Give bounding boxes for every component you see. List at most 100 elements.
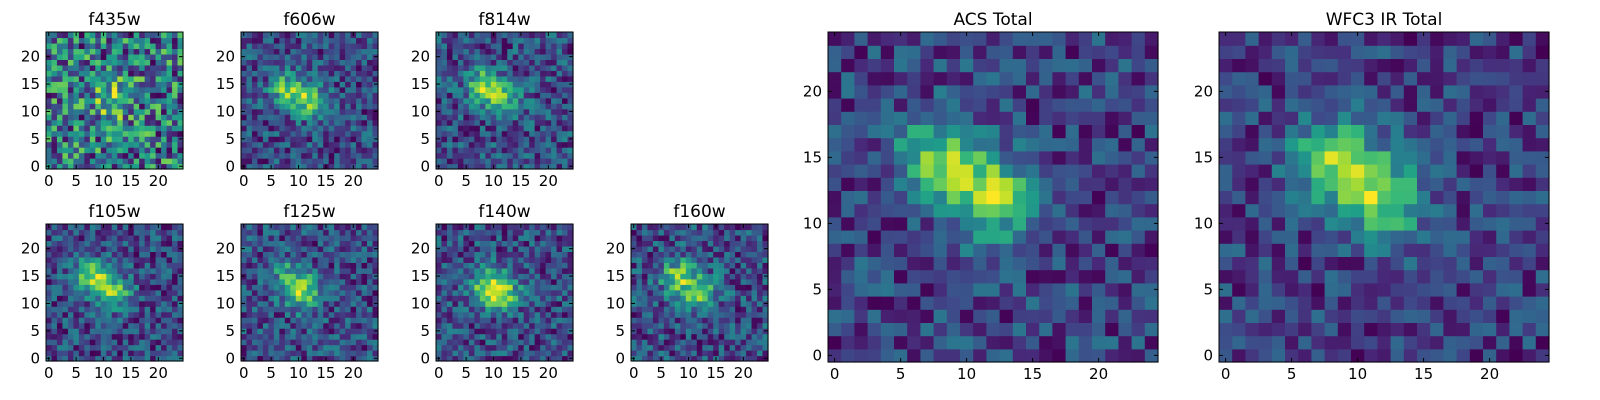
heatmap-cell <box>920 296 935 310</box>
heatmap-cell <box>696 284 703 291</box>
heatmap-cell <box>534 103 541 110</box>
heatmap-cell <box>463 92 470 99</box>
heatmap-cell <box>111 125 118 132</box>
heatmap-cell <box>740 295 747 302</box>
heatmap-cell <box>1039 177 1053 191</box>
heatmap-cell <box>117 284 124 291</box>
heatmap-cell <box>867 322 882 337</box>
heatmap-cell <box>641 234 649 242</box>
heatmap-cell <box>334 59 341 66</box>
heatmap-cell <box>172 234 179 242</box>
heatmap-cell <box>356 103 363 110</box>
heatmap-cell <box>518 125 525 132</box>
heatmap-cell <box>328 284 335 291</box>
heatmap-cell <box>757 251 764 258</box>
heatmap-cell <box>51 262 58 269</box>
heatmap-cell <box>540 311 547 318</box>
heatmap-cell <box>757 240 764 247</box>
heatmap-cell <box>512 289 519 296</box>
heatmap-cell <box>452 224 459 231</box>
x-tick-label: 5 <box>71 364 81 382</box>
heatmap-cell <box>312 306 319 313</box>
heatmap-cell <box>257 130 264 137</box>
heatmap-cell <box>56 114 64 121</box>
heatmap-cell <box>100 59 107 66</box>
heatmap-cell <box>312 256 319 263</box>
heatmap-cell <box>501 70 508 77</box>
heatmap-cell <box>1039 216 1053 231</box>
heatmap-cell <box>562 333 569 340</box>
heatmap-cell <box>551 141 558 148</box>
heatmap-cell <box>241 103 248 110</box>
heatmap-cell <box>133 295 140 302</box>
heatmap-cell <box>446 81 454 88</box>
heatmap-cell <box>828 243 842 257</box>
heatmap-cell <box>312 262 319 269</box>
heatmap-cell <box>529 141 536 148</box>
heatmap-cell <box>485 234 492 242</box>
heatmap-cell <box>1118 230 1133 244</box>
heatmap-cell <box>933 282 948 297</box>
heatmap-cell <box>100 86 107 93</box>
heatmap-cell <box>680 339 687 346</box>
heatmap-cell <box>128 278 135 285</box>
heatmap-cell <box>920 216 935 231</box>
heatmap-cell <box>284 64 291 71</box>
heatmap-cell <box>345 86 352 93</box>
heatmap-cell <box>128 42 135 50</box>
heatmap-cell <box>301 86 308 93</box>
heatmap-cell <box>279 53 286 60</box>
heatmap-cell <box>46 344 53 351</box>
heatmap-cell <box>496 136 503 143</box>
heatmap-cell <box>246 59 253 66</box>
heatmap-cell <box>339 289 346 296</box>
heatmap-cell <box>356 306 363 313</box>
heatmap-cell <box>562 108 569 115</box>
heatmap-cell <box>257 267 264 274</box>
heatmap-cell <box>751 311 758 318</box>
heatmap-cell <box>62 328 69 335</box>
heatmap-cell <box>1105 309 1119 323</box>
heatmap-cell <box>518 267 525 274</box>
heatmap-cell <box>441 333 448 340</box>
heatmap-cell <box>323 262 330 269</box>
heatmap-cell <box>452 322 459 329</box>
heatmap-cell <box>361 136 368 143</box>
heatmap-cell <box>345 119 352 126</box>
heatmap-cell <box>111 284 118 291</box>
heatmap-cell <box>295 333 302 340</box>
heatmap-cell <box>540 306 547 313</box>
heatmap-cell <box>507 245 514 252</box>
heatmap-cell <box>166 103 173 110</box>
heatmap-cell <box>880 177 895 191</box>
heatmap-cell <box>295 344 302 351</box>
heatmap-cell <box>1105 164 1119 178</box>
heatmap-cell <box>84 53 91 60</box>
heatmap-cell <box>746 262 753 269</box>
heatmap-cell <box>933 216 948 231</box>
heatmap-cell <box>724 251 731 258</box>
heatmap-cell <box>457 278 464 285</box>
x-tick-label: 0 <box>44 172 54 190</box>
heatmap-cell <box>523 322 530 329</box>
heatmap-cell <box>89 103 96 110</box>
heatmap-cell <box>51 344 58 351</box>
heatmap-cell <box>1026 322 1040 337</box>
heatmap-cell <box>317 42 324 50</box>
heatmap-cell <box>540 350 547 357</box>
heatmap-cell <box>636 339 643 346</box>
heatmap-cell <box>150 251 157 258</box>
heatmap-cell <box>556 158 563 165</box>
heatmap-cell <box>166 141 173 148</box>
heatmap-cell <box>111 311 118 318</box>
heatmap-cell <box>290 284 297 291</box>
heatmap-cell <box>523 81 530 88</box>
heatmap-cell <box>540 295 547 302</box>
heatmap-cell <box>762 306 769 313</box>
heatmap-cell <box>1144 164 1159 178</box>
heatmap-cell <box>485 81 492 88</box>
heatmap-cell <box>295 97 302 104</box>
heatmap-cell <box>479 42 486 50</box>
heatmap-cell <box>479 75 486 82</box>
heatmap-cell <box>323 267 330 274</box>
